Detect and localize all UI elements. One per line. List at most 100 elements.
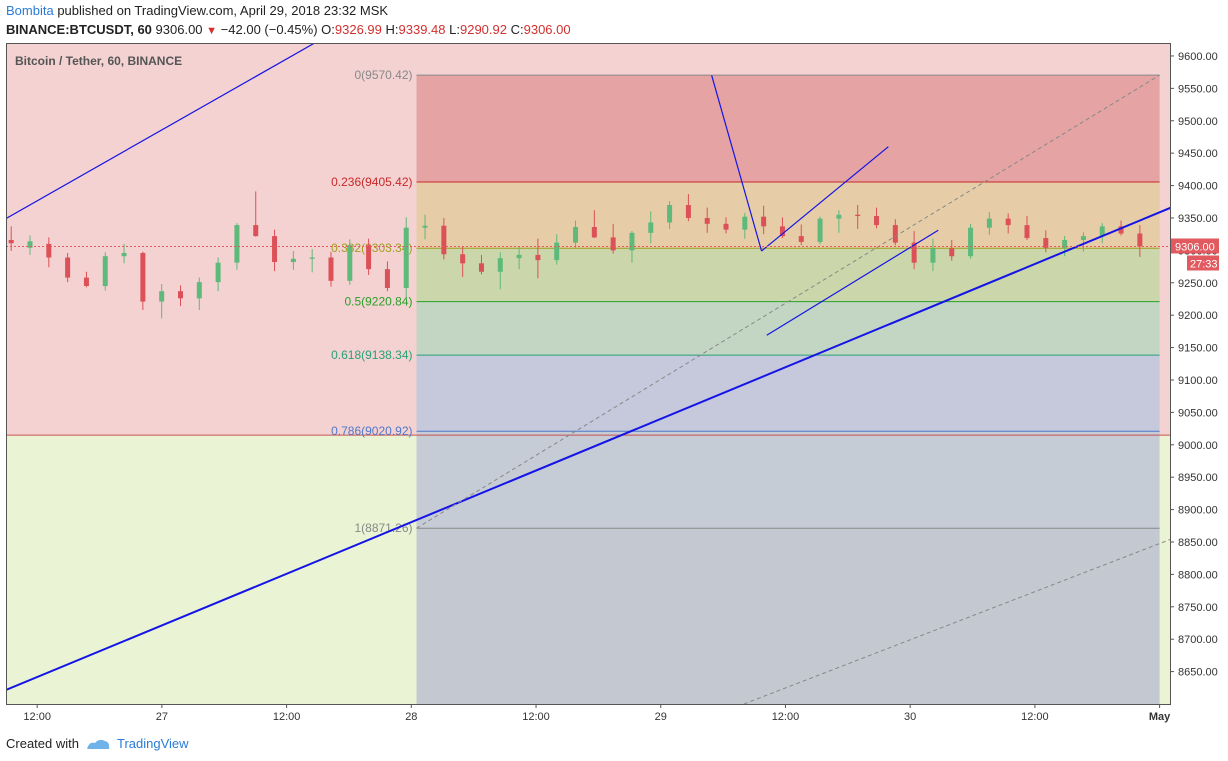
time-tick-label: 12:00 bbox=[273, 711, 301, 723]
price-tick-label: 9200.00 bbox=[1178, 310, 1218, 322]
candle-body bbox=[1062, 240, 1068, 248]
candle-body bbox=[177, 291, 183, 299]
publish-info: Bombita published on TradingView.com, Ap… bbox=[6, 3, 388, 18]
last-price: 9306.00 bbox=[155, 22, 203, 37]
candle-body bbox=[328, 257, 334, 281]
candle-body bbox=[892, 225, 898, 243]
tradingview-logo-icon bbox=[86, 739, 110, 749]
candle-body bbox=[309, 257, 315, 259]
candle-body bbox=[215, 262, 221, 283]
candle-body bbox=[1080, 236, 1086, 241]
candle-body bbox=[685, 205, 691, 218]
fib-zone bbox=[416, 182, 1160, 249]
candle-body bbox=[554, 242, 560, 261]
high-value: 9339.48 bbox=[398, 22, 446, 37]
candle-body bbox=[591, 227, 597, 238]
chart-area[interactable]: 0(9570.42) 0.236(9405.42) 0.382(9303.34) 0.… bbox=[6, 43, 1222, 724]
price-tick-label: 8650.00 bbox=[1178, 667, 1218, 679]
trendline bbox=[711, 75, 763, 252]
last-price-badge bbox=[1171, 238, 1219, 254]
candle-body bbox=[1043, 238, 1049, 248]
low-label: L: bbox=[449, 22, 460, 37]
price-tick-label: 9150.00 bbox=[1178, 343, 1218, 355]
price-tick-label: 9250.00 bbox=[1178, 278, 1218, 290]
candle-body bbox=[1005, 218, 1011, 226]
time-tick-label: 30 bbox=[904, 711, 916, 723]
time-tick-label: 12:00 bbox=[1021, 711, 1049, 723]
candle-body bbox=[779, 226, 785, 237]
candle-body bbox=[8, 240, 14, 244]
fib-zone bbox=[416, 301, 1160, 356]
fib-zone bbox=[416, 431, 1160, 529]
fib-level-label: 0.236(9405.42) bbox=[331, 175, 412, 189]
author-name[interactable]: Bombita bbox=[6, 3, 54, 18]
candle-body bbox=[610, 237, 616, 251]
price-tick-label: 9100.00 bbox=[1178, 375, 1218, 387]
countdown-badge bbox=[1187, 255, 1219, 271]
candle-body bbox=[723, 223, 729, 230]
candle-body bbox=[874, 216, 880, 226]
candle-body bbox=[949, 248, 955, 257]
tradingview-link[interactable]: TradingView bbox=[116, 736, 189, 751]
candle-body bbox=[384, 269, 390, 288]
candle-body bbox=[836, 214, 842, 219]
candle-body bbox=[272, 236, 278, 263]
fib-zone bbox=[416, 248, 1160, 302]
candle-body bbox=[855, 214, 861, 217]
price-tick-label: 9550.00 bbox=[1178, 83, 1218, 95]
candle-body bbox=[761, 216, 767, 227]
candle-body bbox=[1118, 226, 1124, 234]
candle-body bbox=[1137, 233, 1143, 247]
price-tick-label: 9350.00 bbox=[1178, 213, 1218, 225]
price-tick-label: 9400.00 bbox=[1178, 181, 1218, 193]
fib-level-label: 0.5(9220.84) bbox=[344, 295, 412, 309]
candle-body bbox=[911, 242, 917, 263]
fib-level-label: 0.618(9138.34) bbox=[331, 348, 412, 362]
candle-body bbox=[516, 254, 522, 259]
fib-zone bbox=[416, 75, 1160, 183]
trendline bbox=[761, 146, 889, 252]
trendline bbox=[6, 43, 315, 220]
candle-body bbox=[629, 232, 635, 251]
fib-zone bbox=[416, 528, 1160, 704]
low-value: 9290.92 bbox=[459, 22, 507, 37]
candle-body bbox=[121, 252, 127, 257]
price-chart[interactable]: 0(9570.42) 0.236(9405.42) 0.382(9303.34) 0.… bbox=[6, 43, 1222, 724]
candle-body bbox=[253, 225, 259, 237]
plot-area: 0(9570.42) 0.236(9405.42) 0.382(9303.34) 0.… bbox=[6, 43, 1170, 704]
dashed-trendline bbox=[416, 74, 1160, 529]
candle-body bbox=[704, 217, 710, 224]
time-tick-label: May bbox=[1149, 711, 1171, 723]
price-tick-label: 9600.00 bbox=[1178, 51, 1218, 63]
fib-level-label: 0.382(9303.34) bbox=[331, 241, 412, 255]
candle-body bbox=[798, 236, 804, 242]
candle-body bbox=[817, 218, 823, 242]
candle-body bbox=[140, 252, 146, 302]
time-tick-label: 12:00 bbox=[522, 711, 550, 723]
chart-title: Bitcoin / Tether, 60, BINANCE bbox=[15, 54, 182, 68]
candle-body bbox=[196, 282, 202, 299]
price-tick-label: 8950.00 bbox=[1178, 472, 1218, 484]
trendline bbox=[766, 229, 939, 336]
down-triangle-icon: ▼ bbox=[206, 25, 218, 37]
price-tick-label: 9000.00 bbox=[1178, 440, 1218, 452]
countdown-label: 27:33 bbox=[1190, 258, 1218, 270]
open-value: 9326.99 bbox=[334, 22, 382, 37]
fib-level-label: 0(9570.42) bbox=[354, 68, 412, 82]
price-tick-label: 9450.00 bbox=[1178, 148, 1218, 160]
price-tick-label: 8700.00 bbox=[1178, 634, 1218, 646]
trendline bbox=[6, 206, 1170, 692]
candle-body bbox=[159, 291, 165, 302]
candle-body bbox=[667, 205, 673, 223]
candle-body bbox=[478, 263, 484, 272]
symbol-label: BINANCE:BTCUSDT, 60 bbox=[6, 22, 152, 37]
symbol-info: BINANCE:BTCUSDT, 60 9306.00 ▼ −42.00 (−0… bbox=[6, 22, 571, 37]
fib-level-label: 0.786(9020.92) bbox=[331, 424, 412, 438]
close-label: C: bbox=[510, 22, 524, 37]
candle-body bbox=[1024, 225, 1030, 239]
candle-body bbox=[742, 216, 748, 230]
price-tick-label: 9500.00 bbox=[1178, 116, 1218, 128]
price-tick-label: 8750.00 bbox=[1178, 602, 1218, 614]
footer: Created with TradingView bbox=[6, 736, 189, 751]
candle-body bbox=[648, 222, 654, 233]
